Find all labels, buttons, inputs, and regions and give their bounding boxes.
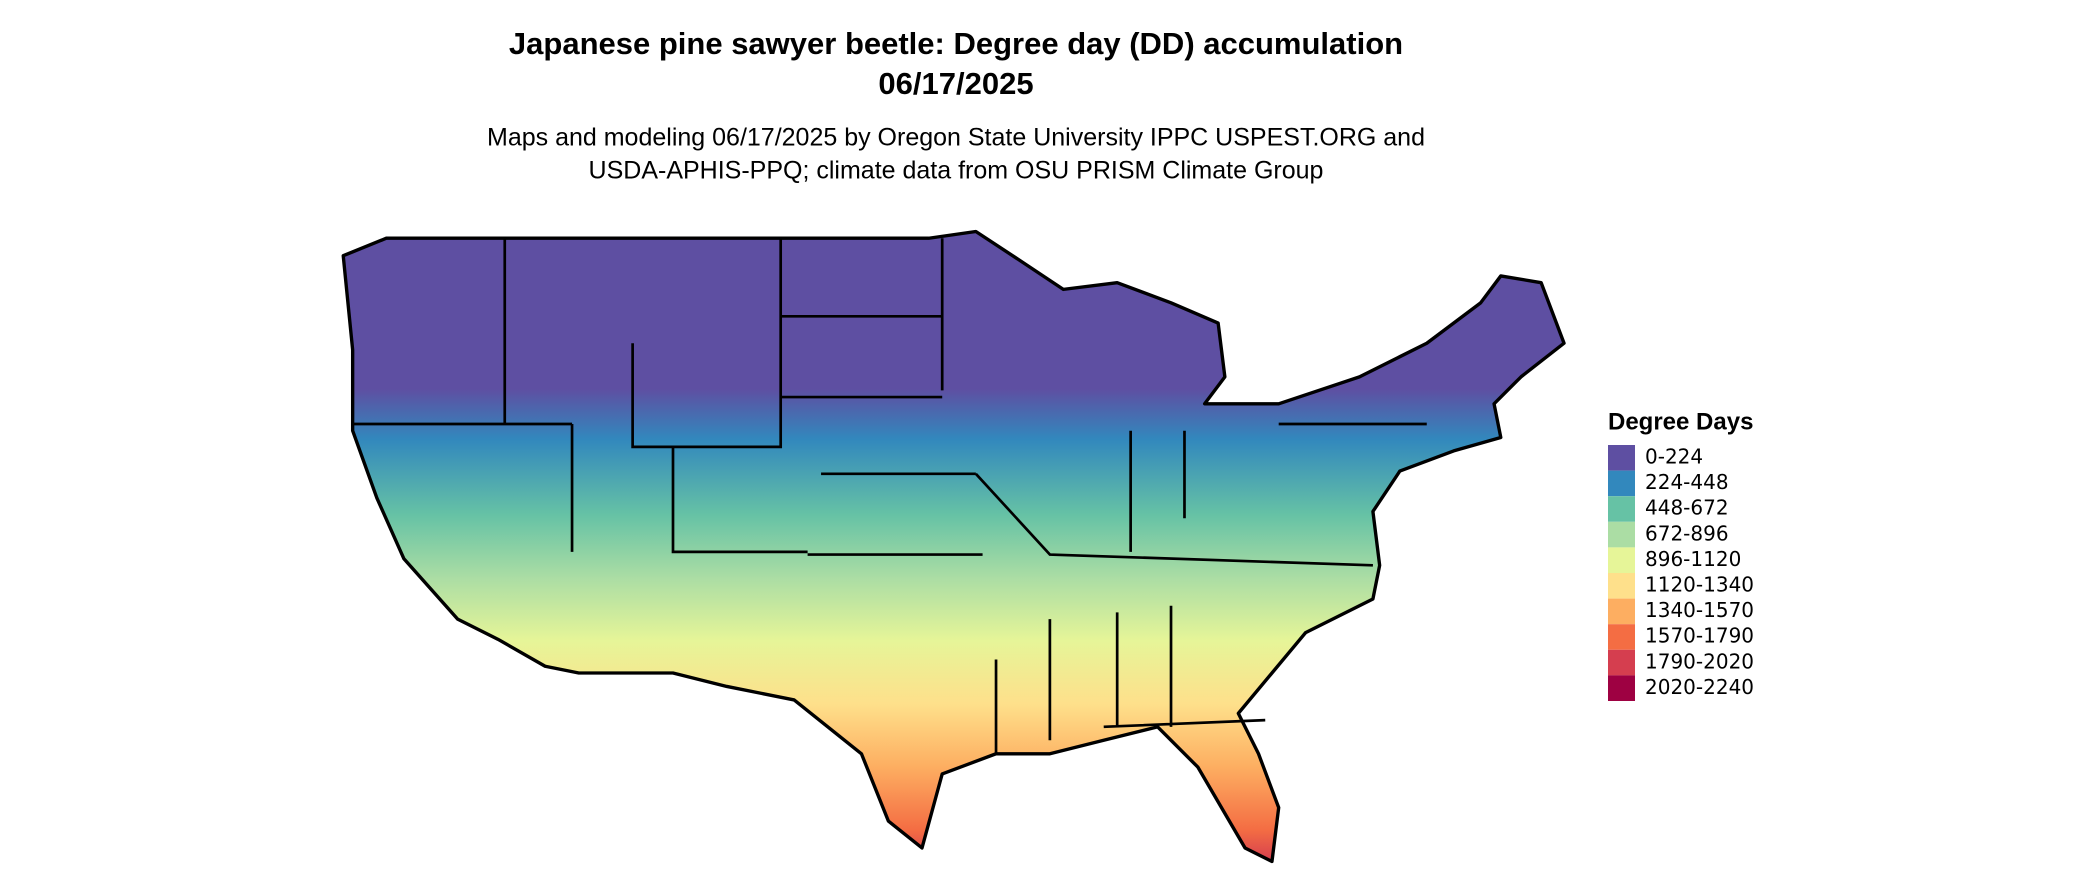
legend-title: Degree Days	[1608, 408, 1753, 435]
legend-swatch	[1608, 649, 1635, 676]
subtitle: USDA-APHIS-PPQ; climate data from OSU PR…	[589, 157, 1324, 185]
legend-label: 0-224	[1645, 445, 1703, 469]
conus-outline	[341, 229, 1566, 864]
legend-swatch	[1608, 573, 1635, 599]
legend-swatch	[1608, 624, 1635, 650]
legend-label: 1120-1340	[1645, 573, 1754, 597]
subtitle: Maps and modeling 06/17/2025 by Oregon S…	[487, 124, 1425, 152]
legend-label: 672-896	[1645, 521, 1729, 545]
legend-label: 1790-2020	[1645, 649, 1754, 673]
legend-swatch	[1608, 470, 1635, 497]
legend-label: 1570-1790	[1645, 624, 1754, 648]
legend-label: 224-448	[1645, 470, 1729, 494]
legend-swatch	[1608, 496, 1635, 522]
legend-swatch	[1608, 521, 1635, 548]
legend-label: 2020-2240	[1645, 675, 1754, 699]
legend-swatch	[1608, 598, 1635, 625]
state-borders	[352, 238, 1427, 754]
legend-label: 1340-1570	[1645, 598, 1754, 622]
legend-label: 896-1120	[1645, 547, 1741, 571]
legend-label: 448-672	[1645, 496, 1729, 520]
title: Japanese pine sawyer beetle: Degree day …	[509, 26, 1403, 61]
legend-swatch	[1608, 547, 1635, 573]
title: 06/17/2025	[878, 66, 1033, 101]
legend-swatch	[1608, 675, 1635, 701]
us-map	[341, 229, 1566, 864]
legend-swatch	[1608, 445, 1635, 471]
legend: 0-224224-448448-672672-896896-11201120-1…	[1608, 445, 1754, 701]
